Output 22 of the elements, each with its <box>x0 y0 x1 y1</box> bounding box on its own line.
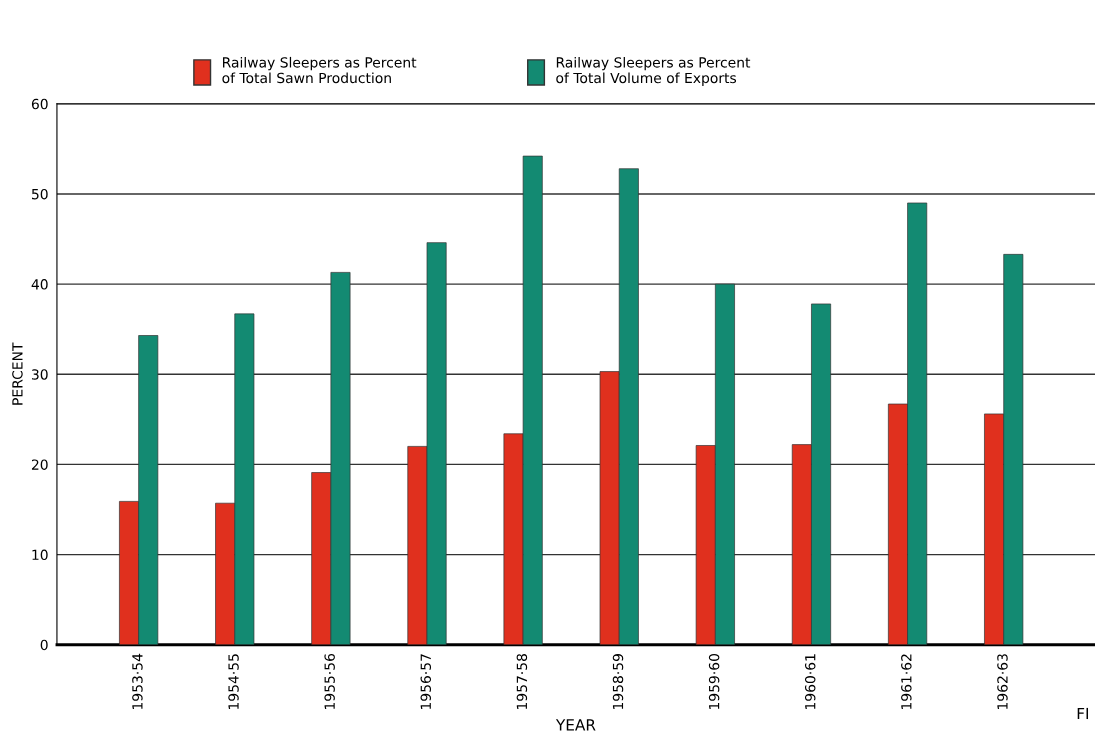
legend-label: Railway Sleepers as Percent of Total Sawn Production <box>222 56 417 84</box>
y-tick-label: 60 <box>31 98 48 110</box>
x-tick-label: 1959·60 <box>708 654 720 709</box>
legend-label: Railway Sleepers as Percent of Total Volume of Exports <box>556 56 751 86</box>
x-tick-label: 1954·55 <box>228 654 239 709</box>
x-tick-label: 1962·63 <box>997 654 1008 709</box>
x-tick-label: 1955·56 <box>324 653 335 709</box>
y-tick-label: 30 <box>31 369 48 380</box>
x-axis-title: YEAR <box>555 719 596 731</box>
x-tick-label: 1960·61 <box>804 654 816 709</box>
x-tick-label: 1958·59 <box>612 654 624 709</box>
x-tick-label: 1961·62 <box>901 654 912 709</box>
text: FI <box>1077 707 1089 720</box>
y-tick-label: 20 <box>31 459 48 470</box>
x-tick-label: 1957·58 <box>516 654 528 709</box>
y-tick-label: 40 <box>31 279 48 290</box>
y-tick-label: 50 <box>32 188 48 200</box>
y-tick-label: 0 <box>40 639 48 651</box>
y-tick-label: 10 <box>32 549 48 561</box>
x-tick-label: 1953·54 <box>132 653 143 709</box>
x-tick-label: 1956·57 <box>420 654 432 709</box>
y-axis-title: PERCENT <box>12 342 23 405</box>
